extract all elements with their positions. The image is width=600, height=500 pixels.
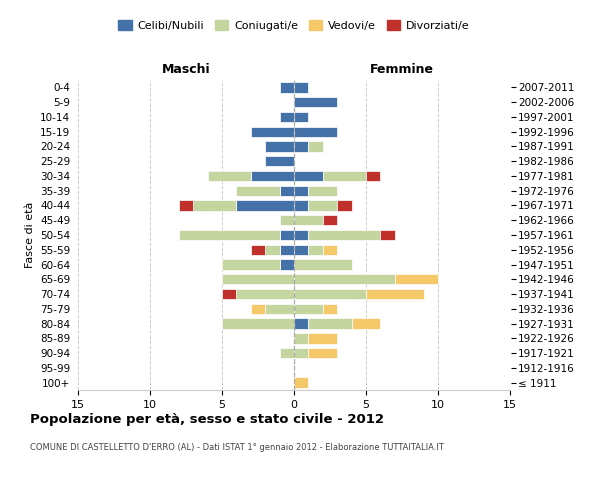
Bar xyxy=(380,230,395,240)
Bar xyxy=(265,244,280,255)
Bar xyxy=(280,260,294,270)
Bar xyxy=(280,186,294,196)
Bar xyxy=(294,230,308,240)
Bar xyxy=(294,378,308,388)
Bar xyxy=(308,200,337,210)
Bar xyxy=(294,112,308,122)
Text: Popolazione per età, sesso e stato civile - 2012: Popolazione per età, sesso e stato civil… xyxy=(30,412,384,426)
Bar xyxy=(294,82,308,92)
Bar xyxy=(280,348,294,358)
Bar xyxy=(236,289,294,299)
Bar xyxy=(323,215,337,226)
Bar xyxy=(294,274,395,284)
Bar xyxy=(294,244,308,255)
Bar xyxy=(352,318,380,328)
Bar xyxy=(179,230,280,240)
Bar xyxy=(366,289,424,299)
Bar xyxy=(294,126,337,137)
Bar xyxy=(308,186,337,196)
Bar xyxy=(251,244,265,255)
Bar xyxy=(294,200,308,210)
Bar xyxy=(236,186,280,196)
Bar xyxy=(308,348,337,358)
Bar xyxy=(294,333,308,344)
Text: Femmine: Femmine xyxy=(370,62,434,76)
Y-axis label: Fasce di età: Fasce di età xyxy=(25,202,35,268)
Bar xyxy=(294,289,366,299)
Bar xyxy=(323,244,337,255)
Bar xyxy=(308,333,337,344)
Bar xyxy=(251,126,294,137)
Bar xyxy=(251,304,265,314)
Bar xyxy=(294,260,352,270)
Bar xyxy=(222,260,280,270)
Legend: Celibi/Nubili, Coniugati/e, Vedovi/e, Divorziati/e: Celibi/Nubili, Coniugati/e, Vedovi/e, Di… xyxy=(114,16,474,35)
Bar xyxy=(222,274,294,284)
Bar xyxy=(395,274,438,284)
Bar xyxy=(294,304,323,314)
Bar xyxy=(265,156,294,166)
Bar xyxy=(323,304,337,314)
Bar xyxy=(265,142,294,152)
Bar xyxy=(294,97,337,108)
Bar xyxy=(366,171,380,181)
Bar xyxy=(222,318,294,328)
Bar xyxy=(222,289,236,299)
Bar xyxy=(193,200,236,210)
Bar xyxy=(280,82,294,92)
Bar xyxy=(294,186,308,196)
Bar xyxy=(179,200,193,210)
Bar xyxy=(236,200,294,210)
Text: COMUNE DI CASTELLETTO D'ERRO (AL) - Dati ISTAT 1° gennaio 2012 - Elaborazione TU: COMUNE DI CASTELLETTO D'ERRO (AL) - Dati… xyxy=(30,442,444,452)
Bar xyxy=(208,171,251,181)
Bar xyxy=(280,112,294,122)
Bar xyxy=(294,348,308,358)
Bar xyxy=(323,171,366,181)
Bar xyxy=(280,215,294,226)
Bar xyxy=(308,244,323,255)
Bar xyxy=(308,318,352,328)
Bar xyxy=(265,304,294,314)
Bar xyxy=(337,200,352,210)
Text: Maschi: Maschi xyxy=(161,62,211,76)
Bar xyxy=(294,171,323,181)
Bar xyxy=(251,171,294,181)
Bar xyxy=(308,142,323,152)
Bar xyxy=(308,230,380,240)
Bar xyxy=(280,230,294,240)
Bar xyxy=(294,215,323,226)
Bar xyxy=(294,142,308,152)
Bar xyxy=(280,244,294,255)
Bar xyxy=(294,318,308,328)
